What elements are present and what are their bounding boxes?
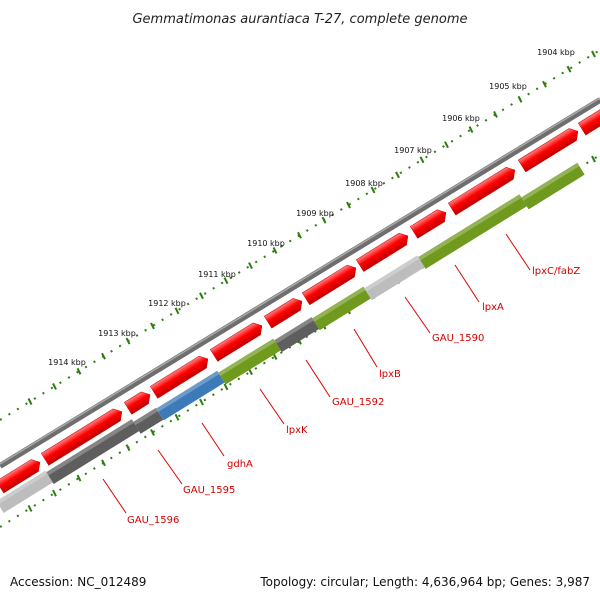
cds-arrow bbox=[409, 209, 447, 239]
outer-major-tick bbox=[101, 352, 106, 360]
scale-label: 1911 kbp bbox=[198, 270, 236, 279]
gene-label: gdhA bbox=[227, 459, 253, 470]
cds-arrow bbox=[301, 264, 357, 306]
outer-major-tick bbox=[150, 322, 155, 330]
outer-major-tick bbox=[297, 231, 302, 239]
gene-bar-gau-1595b bbox=[133, 407, 164, 434]
map-title: Gemmatimonas aurantiaca T-27, complete g… bbox=[132, 12, 467, 27]
outer-major-tick bbox=[419, 156, 425, 164]
inner-major-tick bbox=[101, 459, 106, 467]
outer-major-tick bbox=[76, 367, 82, 375]
gene-bar-gdha bbox=[156, 370, 225, 421]
gene-callout-line bbox=[305, 359, 331, 398]
cds-track bbox=[0, 108, 600, 494]
outer-major-tick bbox=[199, 292, 204, 300]
cds-arrow bbox=[209, 322, 263, 362]
scale-label: 1906 kbp bbox=[442, 114, 480, 123]
accession-label: Accession: NC_012489 bbox=[10, 575, 146, 589]
gene-label: lpxA bbox=[482, 302, 504, 313]
outer-major-tick bbox=[542, 80, 547, 88]
gene-label: GAU_1590 bbox=[432, 333, 484, 344]
gene-callout-line bbox=[157, 449, 183, 485]
gene-bar-gau-1595 bbox=[46, 419, 140, 485]
outer-major-tick bbox=[27, 398, 33, 405]
cds-arrow bbox=[0, 459, 41, 494]
gene-callout-line bbox=[259, 388, 285, 425]
scale-label: 1905 kbp bbox=[489, 82, 527, 91]
cds-arrow bbox=[355, 232, 409, 272]
outer-major-tick bbox=[468, 126, 474, 133]
gene-label: lpxK bbox=[286, 425, 308, 436]
inner-major-tick bbox=[76, 474, 82, 482]
inner-major-tick bbox=[223, 383, 229, 391]
cds-arrow bbox=[40, 408, 123, 466]
outer-major-tick bbox=[223, 277, 229, 285]
gene-callout-line bbox=[102, 478, 127, 514]
genome-summary: Topology: circular; Length: 4,636,964 bp… bbox=[259, 575, 590, 589]
gene-callout-line bbox=[454, 264, 480, 303]
gene-bar-gau-1590 bbox=[364, 255, 425, 301]
inner-major-tick bbox=[52, 489, 57, 497]
scale-label: 1908 kbp bbox=[345, 179, 383, 188]
gene-label: GAU_1595 bbox=[183, 485, 235, 496]
gene-callout-line bbox=[201, 422, 225, 457]
scale-label: 1907 kbp bbox=[394, 146, 432, 155]
scale-label: 1913 kbp bbox=[98, 329, 136, 338]
scale-label: 1914 kbp bbox=[48, 358, 86, 367]
gene-bar-lpxa bbox=[418, 194, 527, 269]
outer-major-tick bbox=[248, 262, 253, 269]
inner-major-tick bbox=[125, 444, 131, 452]
gene-label: lpxC/fabZ bbox=[532, 266, 580, 277]
outer-major-tick bbox=[346, 201, 351, 209]
outer-major-tick bbox=[591, 50, 596, 58]
scale-label: 1909 kbp bbox=[296, 209, 334, 218]
gene-bar-lpxc-fabz bbox=[521, 162, 585, 210]
scale-label: 1904 kbp bbox=[537, 48, 575, 57]
outer-major-tick bbox=[566, 65, 572, 73]
cds-arrow bbox=[123, 391, 151, 415]
outer-major-tick bbox=[52, 382, 57, 390]
inner-major-tick bbox=[150, 429, 155, 436]
genome-backbone-highlight bbox=[0, 97, 600, 465]
gene-track bbox=[0, 162, 585, 513]
gene-bar-lpxb bbox=[312, 286, 371, 331]
inner-major-tick bbox=[591, 155, 596, 163]
outer-major-tick bbox=[321, 216, 327, 224]
gene-callout-line bbox=[505, 233, 531, 271]
outer-major-tick bbox=[493, 110, 498, 118]
inner-major-tick bbox=[174, 413, 180, 421]
outer-major-tick bbox=[517, 95, 523, 103]
outer-major-tick bbox=[125, 337, 131, 345]
gene-label: GAU_1596 bbox=[127, 515, 179, 526]
gene-bar-gau-1596 bbox=[0, 470, 53, 513]
genome-backbone bbox=[0, 97, 600, 469]
outer-major-tick bbox=[272, 246, 278, 254]
gene-label: GAU_1592 bbox=[332, 397, 384, 408]
inner-major-tick bbox=[199, 398, 204, 406]
outer-major-tick bbox=[395, 171, 400, 179]
cds-arrow bbox=[149, 355, 209, 399]
cds-arrow bbox=[577, 108, 600, 136]
scale-label: 1910 kbp bbox=[247, 239, 285, 248]
gene-callouts: lpxC/fabZ lpxA GAU_1590 lpxB GAU_1592 lpxK gdh… bbox=[102, 233, 580, 526]
cds-arrow bbox=[517, 128, 579, 173]
gene-bar-gau-1592 bbox=[274, 317, 319, 353]
scale-label: 1912 kbp bbox=[148, 299, 186, 308]
gene-bar-lpxk bbox=[218, 338, 281, 385]
cds-arrow bbox=[447, 166, 516, 216]
scale-labels: 1904 kbp 1905 kbp 1906 kbp 1907 kbp 1908 kbp… bbox=[48, 48, 575, 367]
outer-major-tick bbox=[444, 141, 449, 149]
outer-major-tick bbox=[174, 307, 180, 315]
gene-callout-line bbox=[353, 328, 378, 368]
outer-major-tick bbox=[370, 186, 376, 194]
gene-label: lpxB bbox=[379, 369, 401, 380]
cds-arrow bbox=[263, 298, 303, 329]
inner-major-tick bbox=[27, 504, 33, 512]
gene-callout-line bbox=[404, 296, 431, 334]
